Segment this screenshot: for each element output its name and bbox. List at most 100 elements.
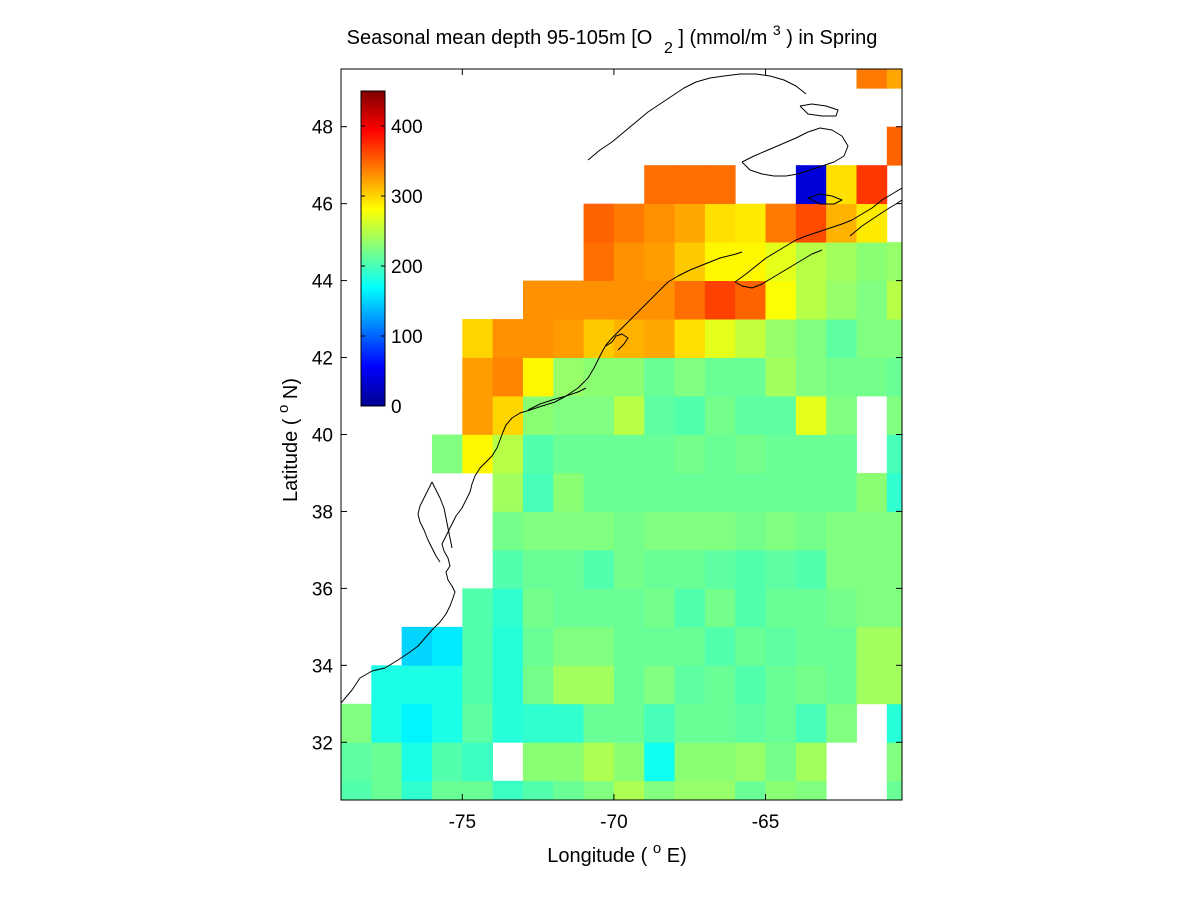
coastline-us-east [341,251,743,704]
heatmap-cell [886,472,902,512]
heatmap-cell [613,319,645,358]
heatmap-cell [462,588,494,628]
colorbar-ticks: 0 100 200 300 400 [361,117,423,418]
heatmap-cell [492,549,524,589]
heatmap-cell [613,280,645,320]
heatmap-cell [583,665,615,705]
heatmap-cell [492,472,524,512]
heatmap-cell [401,742,433,782]
heatmap-cell [826,165,857,205]
heatmap-cell [856,319,888,358]
coastline-cape-cod [605,333,629,351]
heatmap-cell [613,242,645,281]
heatmap-cell [886,626,902,666]
heatmap-cell [886,434,902,474]
heatmap-cell [492,626,524,666]
coastline-nova-scotia [734,187,902,289]
heatmap-cell [492,588,524,628]
heatmap-cell [826,396,857,435]
heatmap-cell [856,280,888,320]
heatmap-cell [704,780,736,800]
x-tick-label: -65 [752,812,779,833]
heatmap-cell [583,319,615,358]
heatmap-cell [735,203,766,243]
heatmap-cell [674,357,706,397]
heatmap-cell [674,319,706,358]
heatmap-cell [765,434,797,474]
heatmap-cell [522,280,554,320]
axis-ticks [341,69,902,800]
heatmap-cell [704,396,736,435]
heatmap-cell [826,588,857,628]
y-tick-label: 46 [312,195,333,216]
heatmap-cell [765,549,797,589]
heatmap-cell [522,665,554,705]
heatmap-cell [462,626,494,666]
y-tick-label: 38 [312,502,333,523]
chart-title-part2: ] (mmol/m [678,27,767,49]
heatmap-cell [522,588,554,628]
y-tick-label: 36 [312,579,333,600]
heatmap-cell [492,511,524,551]
heatmap-cell [795,626,827,666]
colorbar-gradient [360,90,386,407]
heatmap-cell [462,434,494,474]
heatmap-cell [613,588,645,628]
heatmap-cell [826,357,857,397]
heatmap-cell [613,472,645,512]
heatmap-cell [553,396,584,435]
heatmap-cell [856,511,888,551]
heatmap-cell [826,626,857,666]
heatmap-cell [826,203,857,243]
coastline-chesapeake [417,481,453,563]
heatmap-cell [613,549,645,589]
heatmap-cell [735,472,766,512]
heatmap-cell [613,203,645,243]
heatmap-cell [553,588,584,628]
heatmap-cell [522,511,554,551]
heatmap-cell [886,703,902,743]
colorbar-tick-label: 100 [391,327,423,348]
heatmap-cell [795,280,827,320]
coastline-gulf-st-lawrence [587,73,807,161]
heatmap-cell [462,780,494,800]
heatmap-cell [674,549,706,589]
heatmap-cell [674,434,706,474]
heatmap-cell [613,434,645,474]
x-axis-label-post: E) [667,845,687,867]
heatmap-cell [856,588,888,628]
y-tick-label: 44 [312,272,334,293]
heatmap-cell [553,319,584,358]
heatmap-cell [735,626,766,666]
heatmap-cell [492,357,524,397]
heatmap-cell [462,703,494,743]
heatmap-cell [704,434,736,474]
heatmap-cell [674,203,706,243]
plot-area [341,69,902,800]
heatmap-cell [644,319,675,358]
heatmap-cell [492,703,524,743]
heatmap-cell [644,742,675,782]
heatmap-cell [583,280,615,320]
heatmap-cell [583,242,615,281]
x-tick-label: -70 [600,812,627,833]
heatmap-cell [856,549,888,589]
heatmap-cell [704,549,736,589]
y-tick-label: 34 [312,656,334,677]
y-axis-label-pre: Latitude ( [280,413,302,502]
heatmap-cell [704,203,736,243]
heatmap-cell [341,703,372,743]
heatmap-cell [795,511,827,551]
y-tick-label: 32 [312,733,333,754]
heatmap-cell [886,588,902,628]
coastline-anticosti [799,103,839,117]
heatmap-cell [886,126,902,166]
heatmap-cell [886,511,902,551]
heatmap-cell [856,69,888,89]
heatmap-cell [644,549,675,589]
heatmap-cell [795,549,827,589]
heatmap-cell [735,588,766,628]
heatmap-cell [886,242,902,281]
heatmap-cell [704,165,736,205]
heatmap-cell [522,549,554,589]
